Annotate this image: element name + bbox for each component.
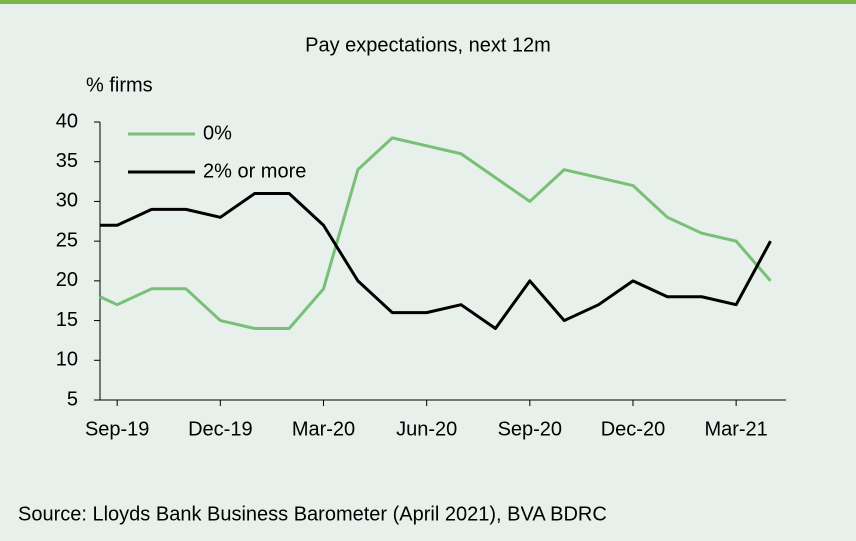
x-tick-label: Mar-20	[292, 418, 355, 440]
x-tick-label: Sep-20	[498, 418, 563, 440]
legend-label: 2% or more	[203, 160, 306, 182]
source: Source: Lloyds Bank Business Barometer (…	[18, 503, 607, 525]
chart-title: Pay expectations, next 12m	[305, 34, 551, 56]
y-tick-label: 30	[56, 190, 78, 212]
y-tick-label: 10	[56, 349, 78, 371]
x-tick-label: Dec-20	[601, 418, 665, 440]
y-tick-label: 15	[56, 309, 78, 331]
y-tick-label: 35	[56, 150, 78, 172]
series-line	[100, 191, 772, 331]
x-tick-label: Mar-21	[704, 418, 767, 440]
series-line	[99, 136, 772, 331]
x-tick-label: Jun-20	[396, 418, 457, 440]
y-tick-label: 25	[56, 229, 78, 251]
y-tick-label: 20	[56, 269, 78, 291]
y-tick-label: 5	[67, 388, 78, 410]
x-tick-label: Sep-19	[85, 418, 150, 440]
y-tick-label: 40	[56, 110, 78, 132]
x-tick-label: Dec-19	[188, 418, 252, 440]
top-bar	[0, 0, 856, 4]
y-axis-label: % firms	[86, 74, 153, 96]
legend-label: 0%	[203, 122, 232, 144]
